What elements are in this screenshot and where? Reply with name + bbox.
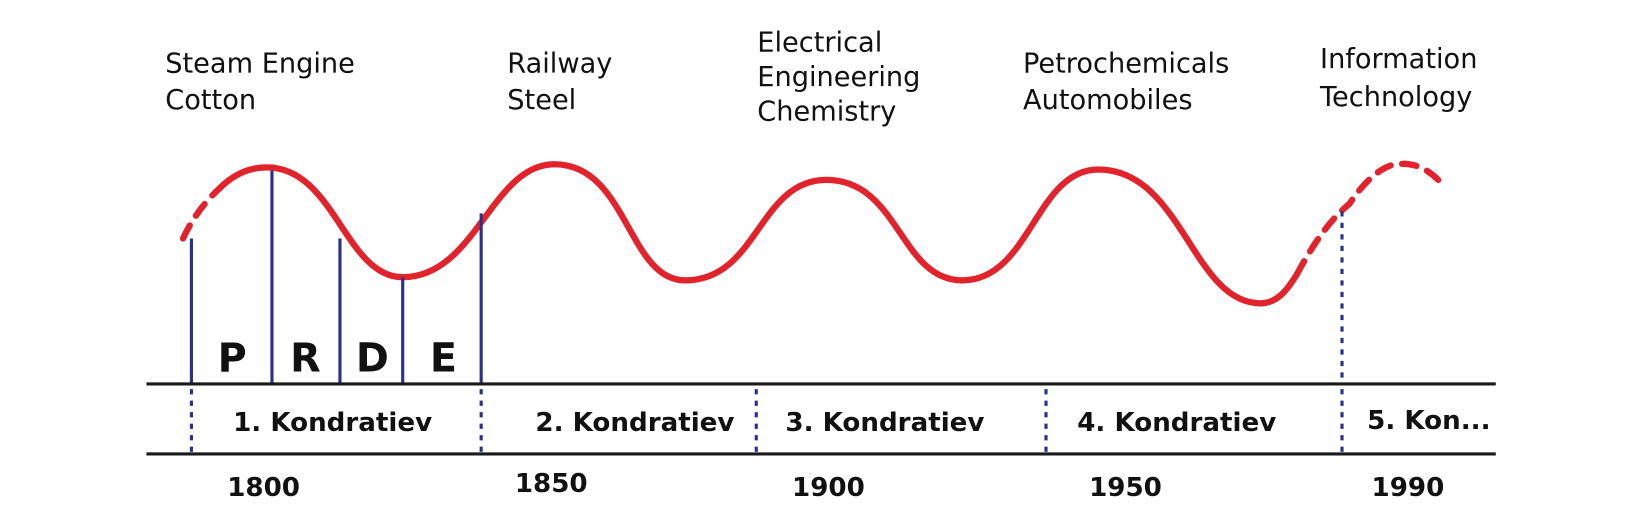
innovation: Engineering (757, 62, 920, 93)
innovation: Steam Engine (165, 48, 355, 79)
wave-label: 1. Kondratiev (233, 408, 432, 438)
year-label: 1990 (1372, 473, 1445, 503)
wave-end (1293, 160, 1442, 278)
innovation: Information (1320, 44, 1477, 75)
phase-label: E (430, 335, 457, 381)
innovation: Automobiles (1023, 85, 1193, 116)
year-label: 1950 (1089, 473, 1162, 503)
innovation: Steel (507, 85, 576, 116)
phase-label: D (356, 335, 389, 381)
wave (216, 161, 1301, 307)
innovation: Railway (507, 48, 612, 79)
year-label: 1900 (792, 473, 865, 503)
wave-start (179, 185, 223, 242)
year-label: 1800 (227, 473, 300, 503)
phase-label: P (218, 335, 247, 381)
innovation: Chemistry (757, 96, 896, 127)
wave-label: 4. Kondratiev (1077, 408, 1276, 438)
diagram-body: Steam Engine Cotton Railway Steel Electr… (146, 27, 1496, 503)
wave-label: 2. Kondratiev (535, 408, 734, 438)
wave-label: 5. Kon... (1367, 406, 1490, 436)
innovation: Electrical (757, 27, 882, 58)
innovation: Cotton (165, 85, 256, 116)
year-label: 1850 (515, 469, 588, 499)
phase-label: R (290, 335, 321, 381)
innovation: Technology (1319, 82, 1472, 113)
wave-label: 3. Kondratiev (785, 408, 984, 438)
innovation: Petrochemicals (1023, 48, 1229, 79)
